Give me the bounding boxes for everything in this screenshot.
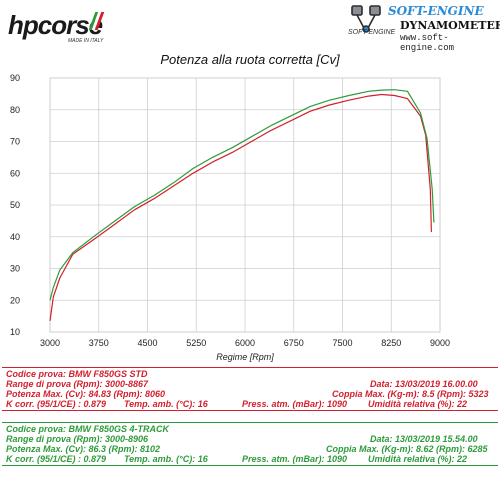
legend-std: Codice prova: BMW F850GS STD Range di pr…: [2, 367, 498, 411]
x-tick-label: 8250: [381, 338, 401, 348]
track-codice: Codice prova: BMW F850GS 4-TRACK: [6, 424, 170, 434]
track-range: Range di prova (Rpm): 3000-8906: [6, 434, 149, 444]
track-potenza: Potenza Max. (Cv): 86.3 (Rpm): 8102: [6, 444, 161, 454]
std-kcorr: K corr. (95/1/CE) : 0.879: [6, 399, 107, 409]
series-line-std: [49, 93, 432, 321]
track-data: Data: 13/03/2019 15.54.00: [370, 434, 478, 444]
std-umid: Umidità relativa (%): 22: [368, 399, 468, 409]
y-tick-label: 80: [10, 105, 20, 115]
y-tick-label: 90: [10, 73, 20, 83]
std-data: Data: 13/03/2019 16.00.00: [370, 379, 478, 389]
std-codice: Codice prova: BMW F850GS STD: [6, 369, 148, 379]
x-axis-label: Regime [Rpm]: [216, 352, 274, 362]
y-tick-label: 70: [10, 137, 20, 147]
track-kcorr: K corr. (95/1/CE) : 0.879: [6, 454, 107, 464]
track-umid: Umidità relativa (%): 22: [368, 454, 468, 464]
y-tick-label: 40: [10, 232, 20, 242]
chart-title: Potenza alla ruota corretta [Cv]: [160, 52, 340, 67]
track-coppia: Coppia Max. (Kg-m): 8.62 (Rpm): 6285: [326, 444, 488, 454]
series-line-4-track: [49, 89, 435, 301]
x-tick-label: 3750: [89, 338, 109, 348]
power-chart: 3000 3750 4500 5250 6000 6750 7500 8250 9000 10 20…: [10, 73, 450, 362]
y-tick-label: 60: [10, 168, 20, 178]
std-range: Range di prova (Rpm): 3000-8867: [6, 379, 149, 389]
soft-engine-brand: SOFT-ENGINE: [348, 29, 396, 36]
y-tick-label: 50: [10, 200, 20, 210]
hp-corse-logo: hpcorse MADE IN ITALY: [8, 10, 118, 44]
x-tick-label: 6750: [284, 338, 304, 348]
std-potenza: Potenza Max. (Cv): 84.83 (Rpm): 8060: [6, 389, 166, 399]
y-tick-label: 10: [10, 327, 20, 337]
std-temp: Temp. amb. (°C): 16: [124, 399, 208, 409]
x-tick-label: 9000: [430, 338, 450, 348]
x-tick-label: 3000: [40, 338, 60, 348]
hp-corse-tagline: MADE IN ITALY: [68, 38, 104, 44]
legend-track: Codice prova: BMW F850GS 4-TRACK Range d…: [2, 422, 498, 466]
y-tick-label: 30: [10, 264, 20, 274]
std-press: Press. atm. (mBar): 1090: [242, 399, 348, 409]
pistons-icon: [351, 5, 381, 33]
x-tick-label: 7500: [332, 338, 352, 348]
track-press: Press. atm. (mBar): 1090: [242, 454, 348, 464]
x-tick-label: 5250: [186, 338, 206, 348]
soft-engine-title: SOFT-ENGINE: [388, 4, 484, 18]
y-tick-label: 20: [10, 295, 20, 305]
std-coppia: Coppia Max. (Kg-m): 8.5 (Rpm): 5323: [332, 389, 489, 399]
hp-corse-wordmark: hpcorse: [8, 10, 103, 40]
x-tick-label: 4500: [137, 338, 157, 348]
track-temp: Temp. amb. (°C): 16: [124, 454, 208, 464]
x-tick-label: 6000: [235, 338, 255, 348]
soft-engine-url: www.soft-engine.com: [400, 33, 455, 53]
